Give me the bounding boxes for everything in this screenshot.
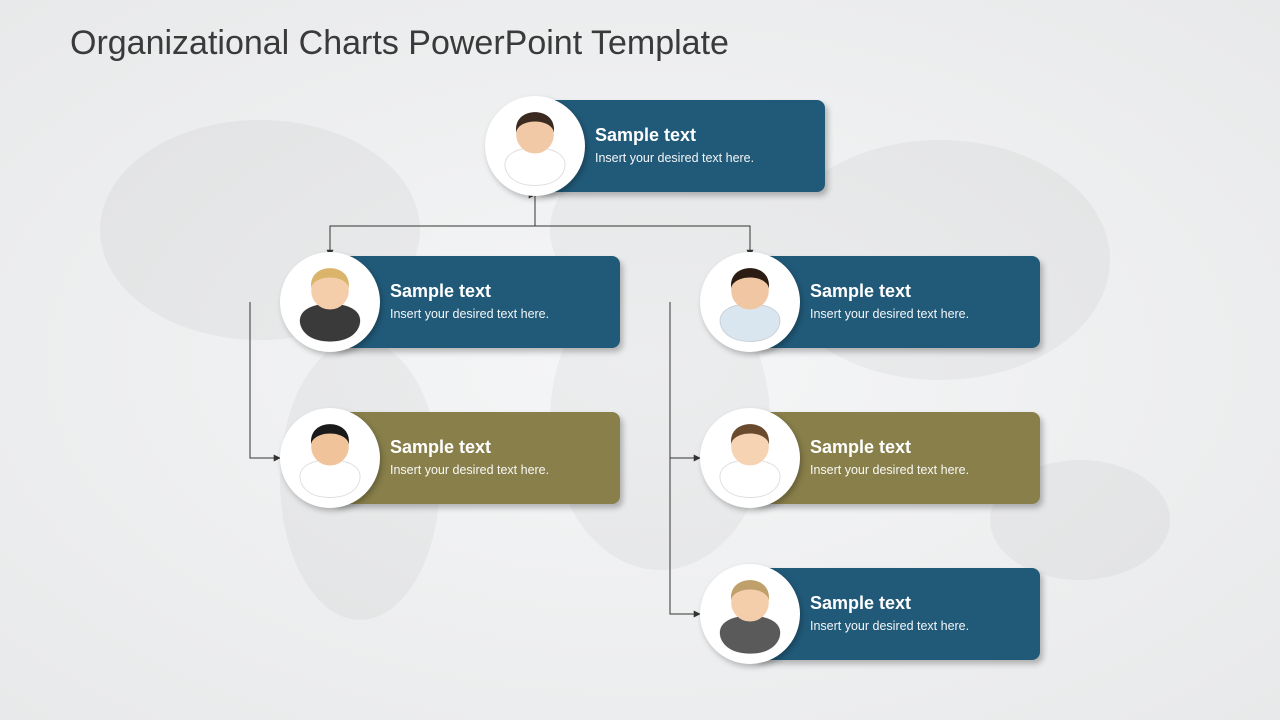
- org-card-desc: Insert your desired text here.: [810, 618, 1022, 635]
- org-card-heading: Sample text: [810, 593, 1022, 614]
- org-node-n1: Sample text Insert your desired text here…: [280, 256, 620, 348]
- avatar: [700, 564, 800, 664]
- org-card-heading: Sample text: [810, 437, 1022, 458]
- avatar: [280, 408, 380, 508]
- org-card-heading: Sample text: [390, 437, 602, 458]
- avatar: [280, 252, 380, 352]
- avatar: [700, 252, 800, 352]
- org-node-n5: Sample text Insert your desired text here…: [700, 568, 1040, 660]
- org-node-n4: Sample text Insert your desired text here…: [700, 412, 1040, 504]
- org-node-n0: Sample text Insert your desired text here…: [485, 100, 825, 192]
- org-card-heading: Sample text: [390, 281, 602, 302]
- org-node-n3: Sample text Insert your desired text here…: [700, 256, 1040, 348]
- org-node-n2: Sample text Insert your desired text here…: [280, 412, 620, 504]
- org-card-desc: Insert your desired text here.: [810, 306, 1022, 323]
- org-card-desc: Insert your desired text here.: [810, 462, 1022, 479]
- avatar: [485, 96, 585, 196]
- org-card-desc: Insert your desired text here.: [390, 306, 602, 323]
- avatar: [700, 408, 800, 508]
- org-card-desc: Insert your desired text here.: [390, 462, 602, 479]
- org-card-desc: Insert your desired text here.: [595, 150, 807, 167]
- org-card-heading: Sample text: [810, 281, 1022, 302]
- org-card-heading: Sample text: [595, 125, 807, 146]
- org-chart-canvas: Sample text Insert your desired text here…: [0, 0, 1280, 720]
